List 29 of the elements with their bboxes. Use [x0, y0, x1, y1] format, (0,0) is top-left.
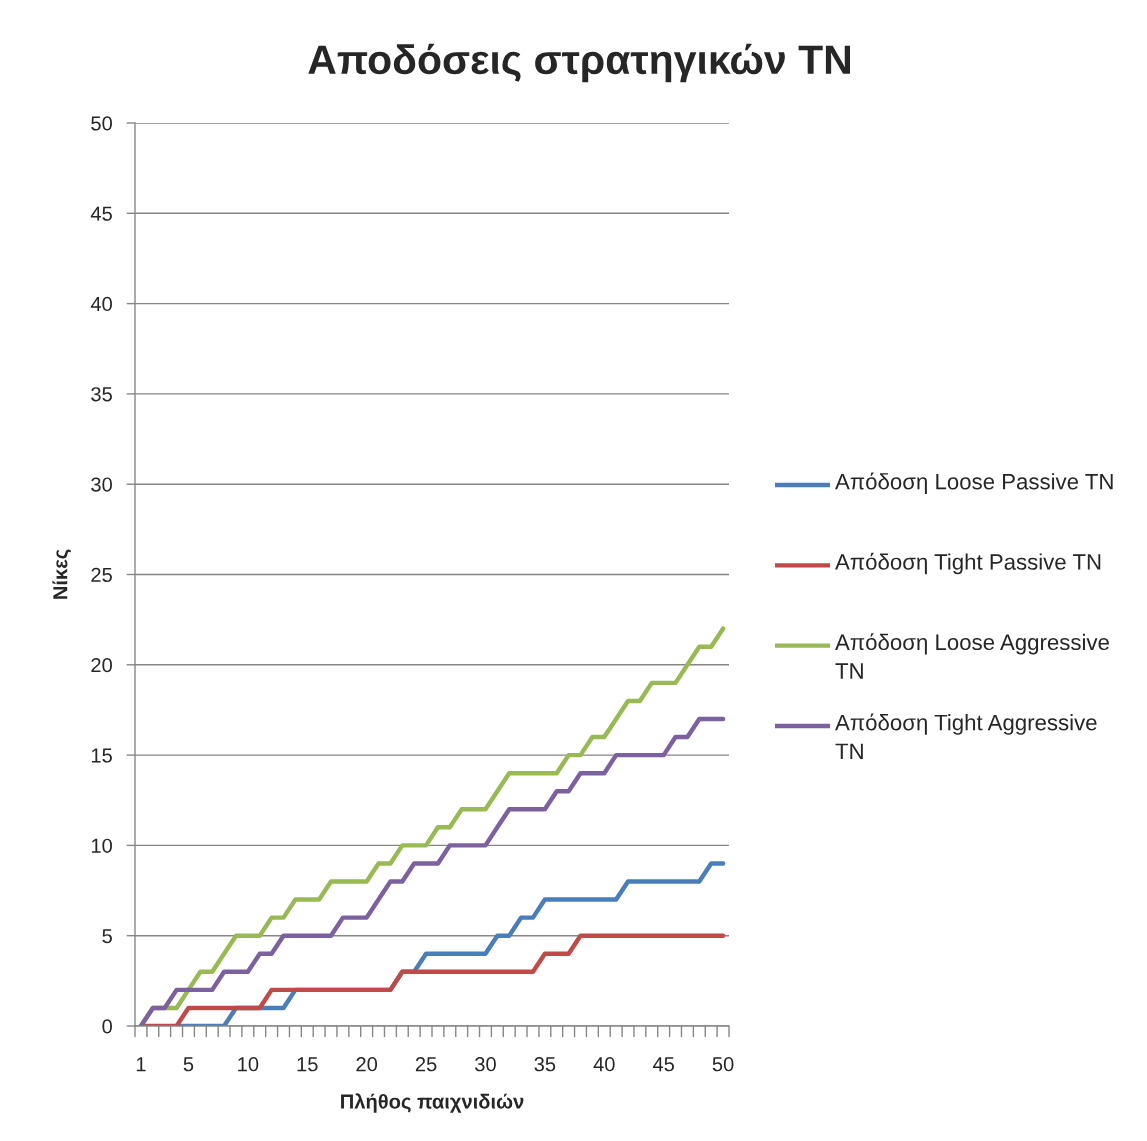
- x-tick-label: 5: [183, 1057, 194, 1072]
- x-tick-label: 20: [356, 1057, 378, 1072]
- y-tick-label: 5: [102, 929, 112, 944]
- x-tick-label: 45: [652, 1057, 675, 1072]
- legend-label: Απόδοση Tight Aggressive TN: [835, 713, 1097, 759]
- x-tick-label: 15: [297, 1057, 318, 1072]
- y-tick-label: 35: [91, 387, 112, 402]
- chart-title: Αποδόσεις στρατηγικών ΤΝ: [308, 43, 850, 83]
- y-tick-label: 40: [90, 296, 112, 312]
- x-tick-label: 10: [238, 1057, 259, 1072]
- y-tick-label: 50: [91, 116, 112, 131]
- x-tick-label: 50: [712, 1057, 734, 1072]
- x-tick-label: 1: [136, 1057, 146, 1072]
- y-tick-label: 25: [91, 567, 112, 582]
- legend-label: Απόδοση Loose Passive TN: [835, 472, 1113, 494]
- y-tick-label: 15: [91, 748, 112, 763]
- legend-label: Απόδοση Loose Aggressive TN: [835, 633, 1109, 679]
- x-tick-label: 30: [475, 1057, 496, 1072]
- y-tick-label: 45: [90, 206, 112, 221]
- y-tick-label: 20: [91, 658, 112, 673]
- x-tick-label: 25: [415, 1057, 437, 1072]
- y-tick-label: 10: [91, 838, 112, 853]
- y-axis-title: Νίκες: [52, 549, 72, 599]
- x-tick-label: 35: [534, 1057, 556, 1072]
- legend-label: Απόδοση Tight Passive TN: [835, 552, 1101, 575]
- x-axis-title: Πλήθος παιχνιδιών: [341, 1093, 524, 1113]
- y-tick-label: 0: [102, 1019, 112, 1034]
- y-tick-label: 30: [91, 477, 112, 492]
- x-tick-label: 40: [593, 1057, 615, 1072]
